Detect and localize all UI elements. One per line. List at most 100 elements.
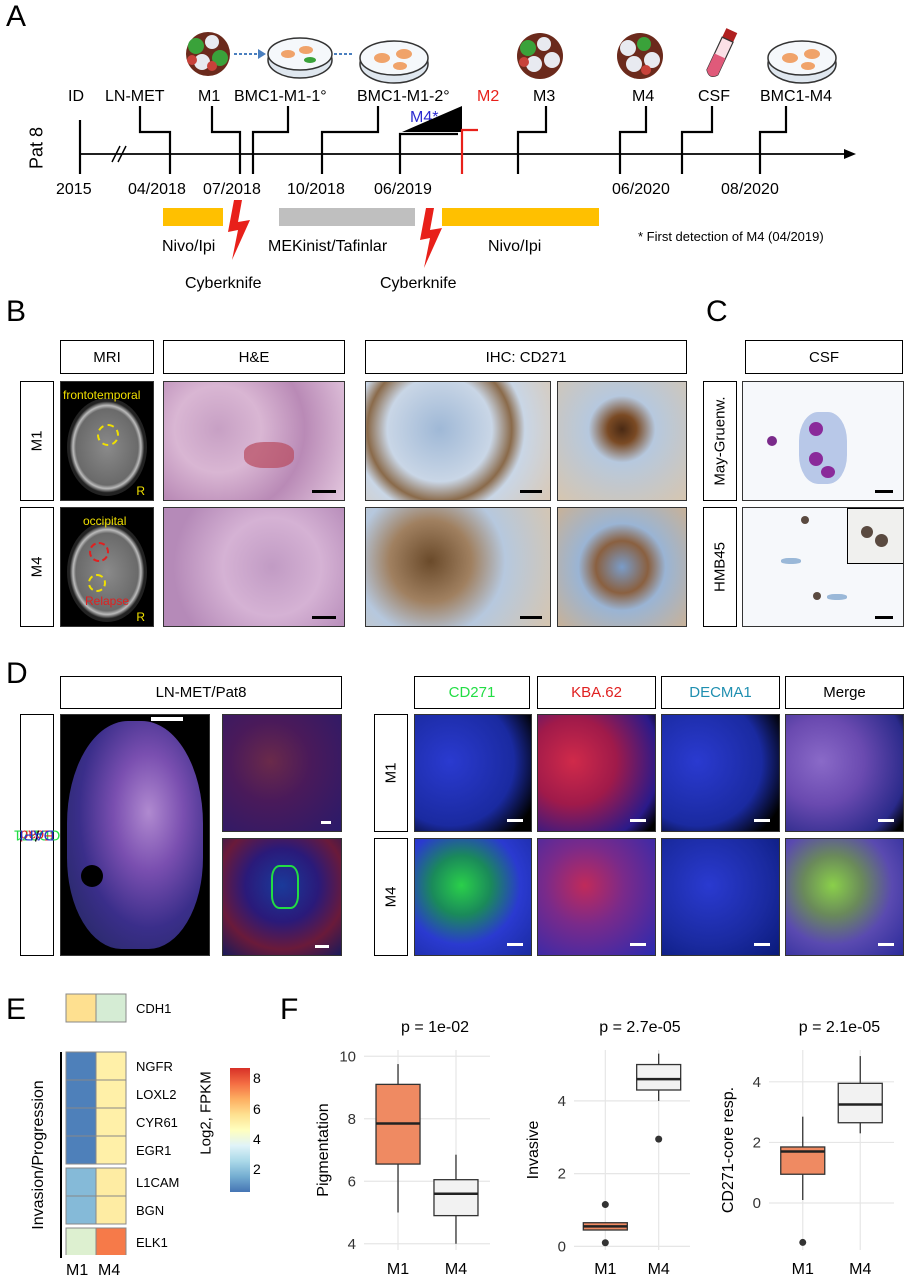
ihc-image-m1-low bbox=[365, 381, 551, 501]
petri-dish-icon-3 bbox=[767, 40, 837, 84]
chart-title: p = 2.1e-05 bbox=[799, 1019, 881, 1036]
row-label-m4: M4 bbox=[20, 507, 54, 627]
panel-label-e: E bbox=[6, 993, 27, 1026]
y-tick-label: 2 bbox=[753, 1134, 761, 1151]
heatmap-gene-label: EGR1 bbox=[136, 1143, 171, 1158]
heatmap-gene-label: LOXL2 bbox=[136, 1087, 176, 1102]
y-tick-label: 4 bbox=[558, 1093, 566, 1110]
ihc-image-m1-high bbox=[557, 381, 687, 501]
box bbox=[433, 1179, 479, 1217]
date-08-2020: 08/2020 bbox=[721, 181, 779, 198]
header-ln-met-pat8: LN-MET/Pat8 bbox=[60, 676, 342, 709]
cyberknife-label-1: Cyberknife bbox=[185, 275, 262, 292]
date-04-2018: 04/2018 bbox=[128, 181, 186, 198]
boxplot-pigmentation: 4 6 8 10 p = 1e-02 Pigmentation M1 M4 bbox=[315, 1019, 490, 1278]
header-he: H&E bbox=[163, 340, 345, 374]
therapy-label-mekinist: MEKinist/Tafinlar bbox=[268, 238, 388, 255]
box bbox=[837, 1082, 883, 1124]
header-decma1: DECMA1 bbox=[661, 676, 780, 709]
heatmap-cell bbox=[95, 1167, 127, 1197]
x-tick-label: M4 bbox=[445, 1261, 467, 1278]
therapy-bar-nivo-ipi-1 bbox=[163, 208, 223, 226]
if-m1-decma1 bbox=[661, 714, 780, 832]
ln-met-overview-image bbox=[60, 714, 210, 956]
he-image-m4 bbox=[163, 507, 345, 627]
y-tick-label: 10 bbox=[339, 1048, 356, 1065]
if-m4-merge bbox=[785, 838, 904, 956]
box bbox=[636, 1063, 682, 1091]
if-m1-kba62 bbox=[537, 714, 656, 832]
heatmap-gene-label: BGN bbox=[136, 1203, 164, 1218]
d-side-label: CD271/Ecad / DAPI bbox=[14, 714, 60, 956]
outlier-point bbox=[655, 1135, 663, 1143]
tumor-culture-icons bbox=[186, 32, 354, 79]
y-axis-label: Invasive bbox=[525, 1121, 542, 1180]
group-bracket bbox=[60, 1052, 62, 1258]
heatmap-gene-label: CDH1 bbox=[136, 1001, 171, 1016]
heatmap-cell bbox=[65, 993, 97, 1023]
colorbar-title: Log2, FPKM bbox=[197, 1070, 215, 1155]
mri-image-m1: frontotemporal R bbox=[60, 381, 154, 501]
heatmap-cell bbox=[65, 1227, 97, 1255]
date-07-2018: 07/2018 bbox=[203, 181, 261, 198]
y-tick-label: 8 bbox=[348, 1111, 356, 1128]
group-label-invasion: Invasion/Progression bbox=[30, 1080, 47, 1230]
panel-label-b: B bbox=[6, 295, 27, 328]
csf-tube-icon bbox=[706, 28, 738, 77]
panel-label-c: C bbox=[706, 295, 728, 328]
csf-image-may-gruenw bbox=[742, 381, 904, 501]
ihc-image-m4-high bbox=[557, 507, 687, 627]
outlier-point bbox=[601, 1239, 609, 1247]
patient-label: Pat 8 bbox=[26, 126, 47, 170]
he-image-m1 bbox=[163, 381, 345, 501]
cyberknife-label-2: Cyberknife bbox=[380, 275, 457, 292]
header-kba62: KBA.62 bbox=[537, 676, 656, 709]
lightning-icon-1 bbox=[228, 200, 250, 260]
heatmap-cell bbox=[95, 1195, 127, 1225]
therapy-bar-mekinist bbox=[279, 208, 415, 226]
ln-met-zoom-image bbox=[222, 714, 342, 832]
heatmap-cell bbox=[65, 1167, 97, 1197]
if-m4-decma1 bbox=[661, 838, 780, 956]
panel-label-d: D bbox=[6, 657, 28, 690]
heatmap-gene-label: ELK1 bbox=[136, 1235, 168, 1250]
boxplot-cd271-core: 0 2 4 p = 2.1e-05 CD271-core resp. M1 M4 bbox=[720, 1019, 894, 1278]
lightning-icon-2 bbox=[420, 208, 442, 268]
if-m1-cd271 bbox=[414, 714, 532, 832]
row-label-may-gruenw: May-Gruenw. bbox=[703, 381, 737, 501]
heatmap-cell bbox=[65, 1051, 97, 1081]
chart-title: p = 2.7e-05 bbox=[599, 1019, 681, 1036]
colorbar bbox=[230, 1068, 250, 1192]
mri-image-m4: occipital Relapse R bbox=[60, 507, 154, 627]
heatmap-gene-label: NGFR bbox=[136, 1059, 173, 1074]
label-bmc1-m4: BMC1-M4 bbox=[760, 88, 833, 105]
petri-dish-icon-2 bbox=[359, 40, 429, 84]
header-ihc-cd271: IHC: CD271 bbox=[365, 340, 687, 374]
chart-title: p = 1e-02 bbox=[401, 1019, 469, 1036]
boxplot-invasive: 0 2 4 p = 2.7e-05 Invasive M1 M4 bbox=[525, 1019, 690, 1278]
y-tick-label: 4 bbox=[753, 1074, 761, 1091]
if-m4-cd271 bbox=[414, 838, 532, 956]
label-m4: M4 bbox=[632, 88, 655, 105]
header-merge: Merge bbox=[785, 676, 904, 709]
petri-dish-icon bbox=[267, 37, 333, 79]
heatmap-cell bbox=[65, 1195, 97, 1225]
heatmap-cell bbox=[65, 1135, 97, 1165]
header-csf: CSF bbox=[745, 340, 903, 374]
therapy-label-nivo-ipi-2: Nivo/Ipi bbox=[488, 238, 542, 255]
heatmap-col-m4: M4 bbox=[98, 1262, 121, 1279]
row-label-m1: M1 bbox=[20, 381, 54, 501]
heatmap-cell bbox=[95, 1227, 127, 1255]
heatmap-cell bbox=[95, 1079, 127, 1109]
colorbar-tick-6: 6 bbox=[253, 1101, 261, 1117]
label-m3: M3 bbox=[533, 88, 556, 105]
date-06-2020: 06/2020 bbox=[612, 181, 670, 198]
date-2015: 2015 bbox=[56, 181, 92, 198]
tumor-cluster-icon bbox=[186, 32, 230, 76]
x-tick-label: M1 bbox=[594, 1261, 616, 1278]
label-ln-met: LN-MET bbox=[105, 88, 165, 105]
y-tick-label: 0 bbox=[558, 1238, 566, 1255]
heatmap-cell bbox=[65, 1079, 97, 1109]
colorbar-tick-2: 2 bbox=[253, 1161, 261, 1177]
row-label-hmb45: HMB45 bbox=[703, 507, 737, 627]
